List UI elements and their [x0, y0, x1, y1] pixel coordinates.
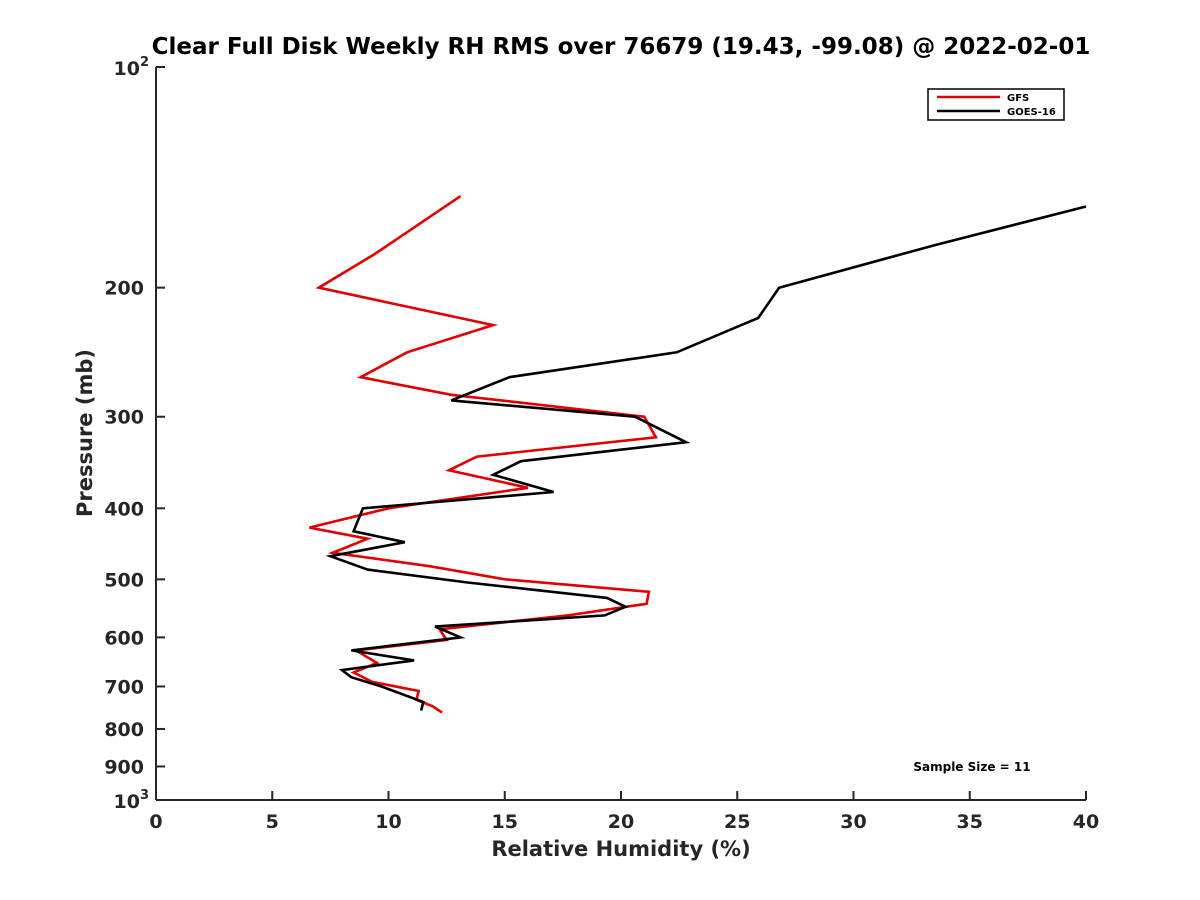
series-line-gfs — [309, 195, 659, 714]
y-tick-label: 700 — [104, 676, 144, 698]
legend: GFS GOES-16 — [927, 88, 1065, 121]
y-tick-label: 500 — [104, 569, 144, 591]
sample-size-annotation: Sample Size = 11 — [913, 760, 1030, 774]
y-tick-label: 400 — [104, 498, 144, 520]
legend-label-goes16: GOES-16 — [1007, 107, 1056, 118]
y-tick-label: 900 — [104, 756, 144, 778]
x-tick-label: 30 — [840, 811, 866, 833]
legend-box — [927, 88, 1065, 121]
y-tick-label: 300 — [104, 407, 144, 429]
y-tick-label: 600 — [104, 627, 144, 649]
x-tick-label: 20 — [608, 811, 634, 833]
chart-title: Clear Full Disk Weekly RH RMS over 76679… — [152, 34, 1091, 60]
x-axis-label: Relative Humidity (%) — [491, 837, 750, 861]
legend-label-gfs: GFS — [1007, 93, 1029, 104]
x-tick-label: 10 — [375, 811, 401, 833]
x-ticks: 0 5 10 15 20 25 30 35 40 — [149, 791, 1099, 833]
x-tick-label: 15 — [492, 811, 518, 833]
x-tick-label: 5 — [266, 811, 279, 833]
y-tick-label: 102 — [114, 55, 150, 80]
x-tick-label: 0 — [149, 811, 162, 833]
y-axis-label: Pressure (mb) — [73, 349, 97, 517]
y-ticks: 102 200 300 400 500 600 700 800 900 103 — [104, 55, 165, 813]
series-layer — [309, 195, 1087, 714]
x-tick-label: 35 — [957, 811, 983, 833]
y-tick-label: 103 — [114, 788, 150, 813]
series-line-goes16 — [325, 205, 1087, 711]
x-tick-label: 25 — [724, 811, 750, 833]
x-tick-label: 40 — [1073, 811, 1099, 833]
y-tick-label: 200 — [104, 278, 144, 300]
y-tick-label: 800 — [104, 719, 144, 741]
